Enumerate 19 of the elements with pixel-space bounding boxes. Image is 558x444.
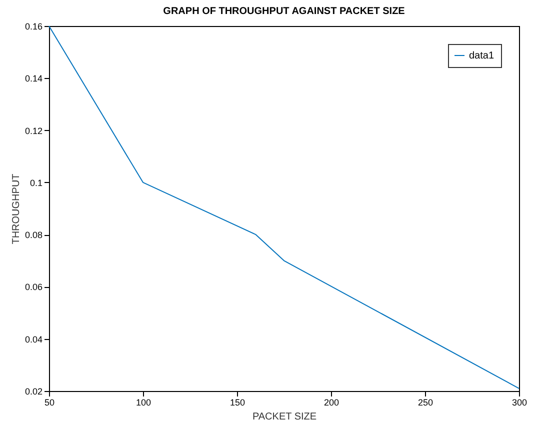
y-axis-title: THROUGHPUT [10,174,22,244]
y-tick-label: 0.08 [24,230,42,240]
line-series [48,26,520,389]
y-tick-label: 0.02 [24,386,42,396]
x-axis-title: PACKET SIZE [252,412,317,422]
x-tick-label: 200 [324,398,340,408]
x-tick-label: 300 [512,398,528,408]
chart-title: GRAPH OF THROUGHPUT AGAINST PACKET SIZE [163,6,406,17]
y-tick-label: 0.16 [24,22,42,32]
y-tick-label: 0.06 [24,282,42,292]
x-tick-label: 150 [230,398,246,408]
y-tick-label: 0.12 [24,126,42,136]
y-tick-label: 0.14 [24,74,42,84]
y-tick-label: 0.1 [30,178,42,188]
x-tick-label: 100 [136,398,152,408]
x-tick-label: 50 [44,398,55,408]
x-tick-label: 250 [418,398,434,408]
legend-label: data1 [469,50,494,62]
y-tick-label: 0.04 [24,334,42,344]
